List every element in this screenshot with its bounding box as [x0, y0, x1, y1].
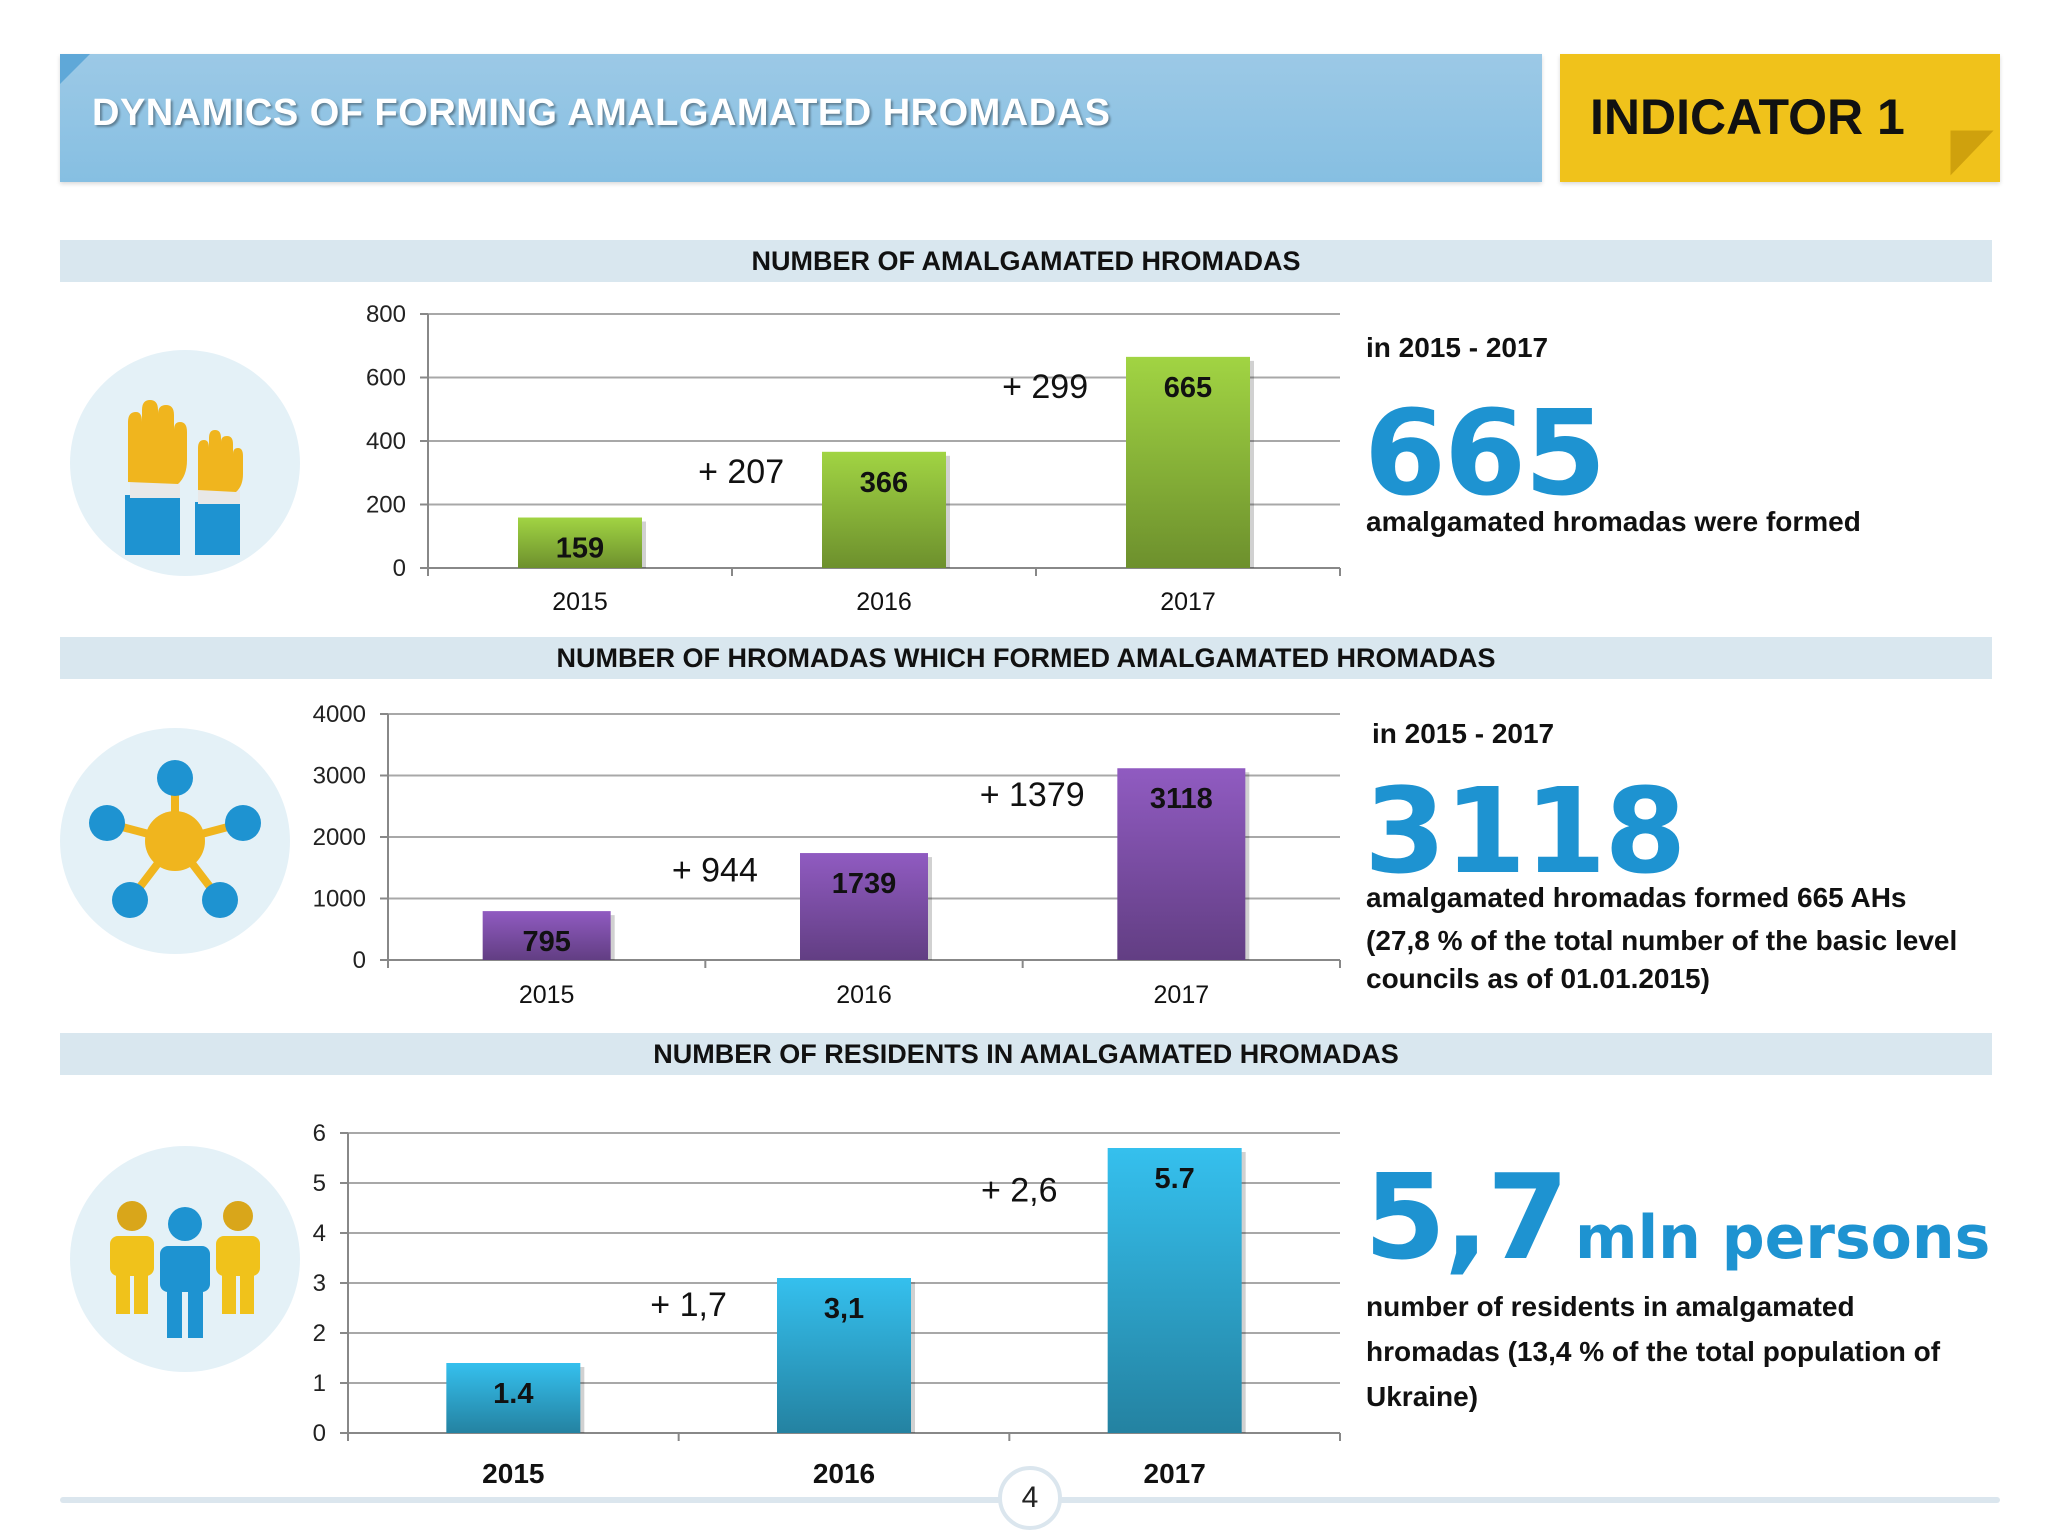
increment-annotation: + 2,6 [981, 1172, 1058, 1210]
stat-3-big-number: 5,7 [1364, 1148, 1569, 1286]
bar-2016 [777, 1278, 911, 1433]
raised-hands-icon [70, 350, 300, 576]
y-tick-label: 600 [366, 365, 406, 392]
bar-data-label: 1.4 [493, 1378, 533, 1410]
x-tick-label: 2015 [519, 981, 575, 1009]
increment-annotation: + 1379 [980, 776, 1085, 814]
increment-annotation: + 299 [1002, 368, 1088, 406]
y-tick-label: 4 [313, 1220, 326, 1247]
bar-2017 [1117, 768, 1246, 960]
stat-2-note: (27,8 % of the total number of the basic… [1366, 925, 1958, 994]
bar-data-label: 159 [556, 533, 604, 565]
stat-2-period: in 2015 - 2017 [1372, 718, 1555, 749]
y-tick-label: 6 [313, 1120, 326, 1147]
x-tick-label: 2015 [482, 1458, 544, 1489]
section-band-2 [60, 637, 1992, 679]
x-tick-label: 2017 [1144, 1458, 1206, 1489]
x-tick-label: 2016 [836, 981, 892, 1009]
section-title-2: NUMBER OF HROMADAS WHICH FORMED AMALGAMA… [556, 643, 1496, 673]
y-tick-label: 4000 [313, 701, 366, 728]
stat-3-headline: 5,7 mln persons [1364, 1148, 1990, 1286]
bar-data-label: 3118 [1150, 783, 1213, 815]
y-tick-label: 0 [313, 1420, 326, 1447]
y-tick-label: 3 [313, 1270, 326, 1297]
y-tick-label: 400 [366, 428, 406, 455]
bar-2015 [518, 517, 642, 568]
header-banner [60, 54, 1542, 182]
stat-3-text: number of residents in amalgamated hroma… [1366, 1291, 1941, 1412]
indicator-box [1560, 54, 2000, 182]
bar-2017 [1107, 1148, 1242, 1433]
page-number: 4 [998, 1466, 1062, 1530]
people-group-icon [70, 1146, 300, 1372]
x-tick-label: 2015 [552, 588, 608, 616]
chart-3: 0 1 2 3 4 5 6 1.4 2015 3,1 2016 5.7 2017 + 1,7 + 2,6 [313, 1120, 1341, 1489]
bar-data-label: 1739 [832, 868, 897, 900]
chart-1: 0 200 400 600 800 159 2015 366 2016 665 2017 + 207 +… [366, 301, 1341, 616]
increment-annotation: + 1,7 [650, 1286, 727, 1324]
bar-2015 [446, 1363, 581, 1433]
increment-annotation: + 944 [672, 851, 758, 889]
bar-data-label: 366 [860, 467, 908, 499]
bar-2017 [1126, 356, 1250, 568]
stat-1-text: amalgamated hromadas were formed [1366, 506, 1861, 537]
y-tick-label: 0 [353, 947, 366, 974]
y-tick-label: 1000 [313, 886, 366, 913]
bar-2016 [822, 451, 946, 568]
x-tick-label: 2017 [1160, 588, 1216, 616]
chart-2: 0 1000 2000 3000 4000 795 2015 1739 2016 3118 2017… [313, 701, 1341, 1009]
stat-2-big-number: 3118 [1364, 762, 1686, 900]
bar-data-label: 3,1 [824, 1293, 864, 1325]
x-tick-label: 2017 [1154, 981, 1210, 1009]
y-tick-label: 200 [366, 492, 406, 519]
indicator-label: INDICATOR 1 [1590, 89, 1905, 145]
bar-data-label: 665 [1164, 372, 1212, 404]
stat-1-period: in 2015 - 2017 [1366, 332, 1549, 363]
page-title: DYNAMICS OF FORMING AMALGAMATED HROMADAS [92, 92, 1111, 134]
network-hub-icon [60, 728, 290, 954]
section-band-1 [60, 240, 1992, 282]
y-tick-label: 2 [313, 1320, 326, 1347]
section-title-3: NUMBER OF RESIDENTS IN AMALGAMATED HROMA… [653, 1039, 1399, 1069]
bar-2015 [482, 911, 611, 960]
bar-data-label: 795 [522, 926, 570, 958]
y-tick-label: 0 [393, 555, 406, 582]
section-band-3 [60, 1033, 1992, 1075]
stat-3-unit: mln persons [1575, 1203, 1991, 1273]
increment-annotation: + 207 [698, 453, 784, 491]
x-tick-label: 2016 [856, 588, 912, 616]
section-title-1: NUMBER OF AMALGAMATED HROMADAS [751, 246, 1301, 276]
y-tick-label: 800 [366, 301, 406, 328]
stat-2-text: amalgamated hromadas formed 665 AHs [1366, 882, 1907, 913]
bar-data-label: 5.7 [1155, 1163, 1195, 1195]
bar-2016 [800, 853, 928, 960]
x-tick-label: 2016 [813, 1458, 875, 1489]
y-tick-label: 1 [313, 1370, 326, 1397]
stat-1-big-number: 665 [1364, 384, 1606, 522]
header-fold-decoration [60, 54, 90, 84]
y-tick-label: 5 [313, 1170, 326, 1197]
y-tick-label: 2000 [313, 824, 366, 851]
y-tick-label: 3000 [313, 763, 366, 790]
